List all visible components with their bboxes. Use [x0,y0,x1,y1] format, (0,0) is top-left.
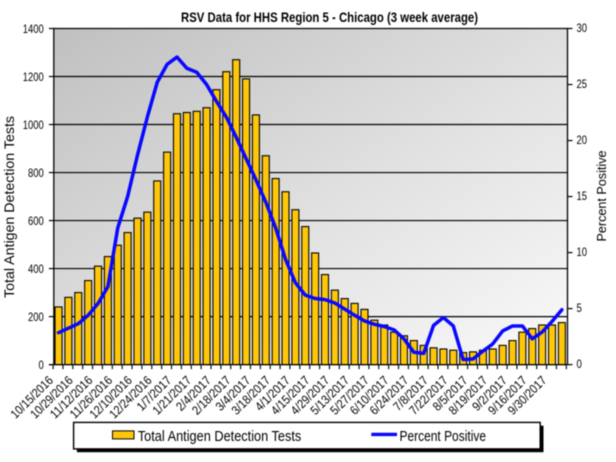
svg-text:800: 800 [28,166,44,180]
svg-text:5: 5 [577,301,583,315]
svg-text:RSV Data for HHS Region 5 - Ch: RSV Data for HHS Region 5 - Chicago (3 w… [181,9,478,25]
svg-text:Percent Positive: Percent Positive [594,151,609,242]
svg-text:400: 400 [28,262,44,276]
svg-text:1400: 1400 [23,22,44,36]
svg-text:Percent Positive: Percent Positive [400,429,487,445]
svg-text:25: 25 [577,77,588,91]
svg-text:0: 0 [577,357,583,371]
svg-text:200: 200 [28,310,44,324]
svg-text:Total Antigen Detection Tests: Total Antigen Detection Tests [1,116,17,298]
svg-text:1000: 1000 [23,118,44,132]
svg-text:15: 15 [577,189,588,203]
svg-text:Total Antigen Detection Tests: Total Antigen Detection Tests [138,429,301,445]
svg-text:1200: 1200 [23,70,44,84]
svg-text:10: 10 [577,245,588,259]
svg-text:0: 0 [39,358,45,372]
svg-text:600: 600 [28,214,44,228]
svg-text:20: 20 [577,133,588,147]
svg-text:30: 30 [577,21,588,35]
